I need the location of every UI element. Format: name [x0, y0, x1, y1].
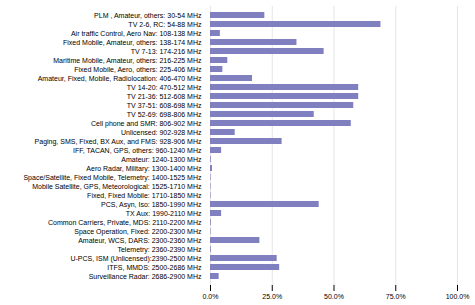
svg-text:TV 2-6, RC: 54-88 MHz: TV 2-6, RC: 54-88 MHz — [128, 21, 202, 28]
svg-text:PLM , Amateur, others: 30-54 M: PLM , Amateur, others: 30-54 MHz — [94, 12, 202, 19]
svg-text:TV 37-51: 608-698 MHz: TV 37-51: 608-698 MHz — [127, 102, 202, 109]
svg-text:Common Carriers, Private, MDS:: Common Carriers, Private, MDS: 2110-2200… — [48, 219, 202, 226]
svg-text:TX Aux: 1990-2110 MHz: TX Aux: 1990-2110 MHz — [126, 210, 202, 217]
svg-text:Fixed Mobile, Aero, others: 22: Fixed Mobile, Aero, others: 225-406 MHz — [74, 66, 202, 73]
svg-text:Amateur: 1240-1300 MHz: Amateur: 1240-1300 MHz — [121, 156, 202, 163]
svg-text:100.0%: 100.0% — [446, 293, 470, 300]
svg-text:Maritime Mobile, Amateur, othe: Maritime Mobile, Amateur, others: 216-22… — [53, 57, 202, 64]
svg-text:Mobile Satellite, GPS, Meteoro: Mobile Satellite, GPS, Meteorological: 1… — [32, 183, 202, 191]
svg-text:Amateur, Fixed, Mobile, Radiol: Amateur, Fixed, Mobile, Radiolocation: 4… — [38, 75, 202, 82]
svg-text:Telemetry: 2360-2390 MHz: Telemetry: 2360-2390 MHz — [117, 246, 202, 254]
svg-text:Amateur, WCS, DARS: 2300-2360: Amateur, WCS, DARS: 2300-2360 MHz — [78, 237, 202, 244]
svg-text:TV 7-13: 174-216 MHz: TV 7-13: 174-216 MHz — [131, 48, 202, 55]
svg-text:Air traffic Control, Aero Nav:: Air traffic Control, Aero Nav: 108-138 M… — [71, 30, 202, 37]
svg-text:IFF, TACAN, GPS, others: 960-1: IFF, TACAN, GPS, others: 960-1240 MHz — [73, 147, 202, 154]
svg-text:Paging, SMS, Fixed, BX Aux, an: Paging, SMS, Fixed, BX Aux, and FMS: 928… — [35, 138, 202, 146]
svg-text:25.0%: 25.0% — [262, 293, 282, 300]
svg-text:PCS, Asyn, Iso: 1850-1990 MHz: PCS, Asyn, Iso: 1850-1990 MHz — [101, 201, 202, 209]
svg-text:TV 52-69: 698-806 MHz: TV 52-69: 698-806 MHz — [127, 111, 202, 118]
svg-text:0.0%: 0.0% — [203, 293, 219, 300]
svg-text:TV 21-36: 512-608 MHz: TV 21-36: 512-608 MHz — [127, 93, 202, 100]
svg-text:U-PCS, ISM (Unlicensed):2390-2: U-PCS, ISM (Unlicensed):2390-2500 MHz — [70, 255, 202, 263]
svg-text:Aero Radar, Military: 1300-140: Aero Radar, Military: 1300-1400 MHz — [86, 165, 202, 173]
svg-text:50.0%: 50.0% — [324, 293, 344, 300]
svg-text:75.0%: 75.0% — [386, 293, 406, 300]
svg-text:Unlicensed: 902-928 MHz: Unlicensed: 902-928 MHz — [121, 129, 202, 136]
svg-text:Cell phone and SMR: 806-902 MH: Cell phone and SMR: 806-902 MHz — [91, 120, 202, 128]
svg-text:Space/Satellite, Fixed Mobile,: Space/Satellite, Fixed Mobile, Telemetry… — [23, 174, 202, 182]
svg-text:Fixed, Fixed Mobile: 1710-1850: Fixed, Fixed Mobile: 1710-1850 MHz — [87, 192, 202, 199]
svg-text:TV 14-20: 470-512 MHz: TV 14-20: 470-512 MHz — [127, 84, 202, 91]
svg-text:Fixed Mobile, Amateur, others:: Fixed Mobile, Amateur, others: 138-174 M… — [63, 39, 202, 46]
svg-text:ITFS, MMDS: 2500-2686 MHz: ITFS, MMDS: 2500-2686 MHz — [107, 264, 202, 271]
svg-text:Space Operation, Fixed: 2200-2: Space Operation, Fixed: 2200-2300 MHz — [74, 228, 202, 236]
svg-text:Surveillance Radar: 2686-2900: Surveillance Radar: 2686-2900 MHz — [89, 273, 202, 280]
